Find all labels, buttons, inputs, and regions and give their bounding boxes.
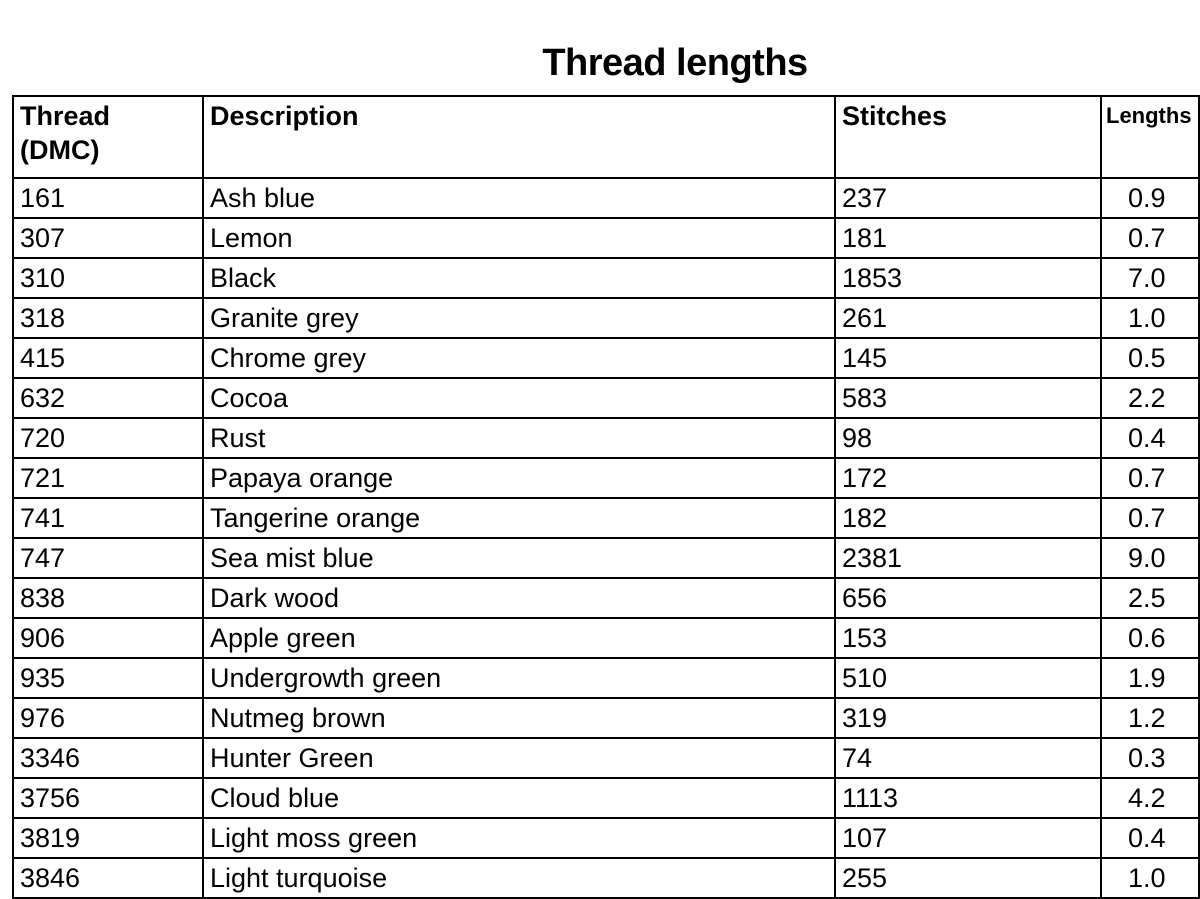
table-row: 906 Apple green 153 0.6	[12, 617, 1200, 659]
header-thread: Thread (DMC)	[12, 95, 204, 179]
thread-cell: 747	[12, 537, 204, 579]
length-cell: 0.4	[1100, 817, 1200, 859]
table-row: 632 Cocoa 583 2.2	[12, 377, 1200, 419]
table-row: 935 Undergrowth green 510 1.9	[12, 657, 1200, 699]
table-row: 161 Ash blue 237 0.9	[12, 177, 1200, 219]
table-row: 3346 Hunter Green 74 0.3	[12, 737, 1200, 779]
thread-cell: 906	[12, 617, 204, 659]
length-cell: 0.9	[1100, 177, 1200, 219]
table-row: 3756 Cloud blue 1113 4.2	[12, 777, 1200, 819]
thread-cell: 721	[12, 457, 204, 499]
length-cell: 2.5	[1100, 577, 1200, 619]
description-cell: Ash blue	[202, 177, 836, 219]
stitches-cell: 255	[834, 857, 1102, 899]
stitches-cell: 510	[834, 657, 1102, 699]
table-row: 415 Chrome grey 145 0.5	[12, 337, 1200, 379]
description-cell: Hunter Green	[202, 737, 836, 779]
description-cell: Lemon	[202, 217, 836, 259]
length-cell: 0.7	[1100, 217, 1200, 259]
thread-cell: 720	[12, 417, 204, 459]
length-cell: 4.2	[1100, 777, 1200, 819]
table-row: 976 Nutmeg brown 319 1.2	[12, 697, 1200, 739]
stitches-cell: 1113	[834, 777, 1102, 819]
length-cell: 9.0	[1100, 537, 1200, 579]
table-row: 721 Papaya orange 172 0.7	[12, 457, 1200, 499]
description-cell: Cocoa	[202, 377, 836, 419]
stitches-cell: 145	[834, 337, 1102, 379]
header-lengths: Lengths	[1100, 95, 1200, 179]
table-row: 3846 Light turquoise 255 1.0	[12, 857, 1200, 899]
description-cell: Cloud blue	[202, 777, 836, 819]
length-cell: 0.7	[1100, 497, 1200, 539]
thread-cell: 3346	[12, 737, 204, 779]
table-row: 747 Sea mist blue 2381 9.0	[12, 537, 1200, 579]
header-stitches: Stitches	[834, 95, 1102, 179]
length-cell: 0.4	[1100, 417, 1200, 459]
thread-cell: 741	[12, 497, 204, 539]
length-cell: 0.5	[1100, 337, 1200, 379]
thread-cell: 935	[12, 657, 204, 699]
table-row: 307 Lemon 181 0.7	[12, 217, 1200, 259]
thread-cell: 3819	[12, 817, 204, 859]
description-cell: Black	[202, 257, 836, 299]
stitches-cell: 656	[834, 577, 1102, 619]
thread-cell: 318	[12, 297, 204, 339]
stitches-cell: 261	[834, 297, 1102, 339]
length-cell: 1.2	[1100, 697, 1200, 739]
thread-cell: 838	[12, 577, 204, 619]
thread-cell: 3846	[12, 857, 204, 899]
table-row: 310 Black 1853 7.0	[12, 257, 1200, 299]
description-cell: Granite grey	[202, 297, 836, 339]
length-cell: 0.6	[1100, 617, 1200, 659]
description-cell: Nutmeg brown	[202, 697, 836, 739]
table-header-row: Thread (DMC) Description Stitches Length…	[12, 95, 1200, 179]
length-cell: 1.0	[1100, 297, 1200, 339]
table-row: 318 Granite grey 261 1.0	[12, 297, 1200, 339]
stitches-cell: 583	[834, 377, 1102, 419]
stitches-cell: 319	[834, 697, 1102, 739]
description-cell: Light moss green	[202, 817, 836, 859]
page-title: Thread lengths	[542, 42, 808, 84]
thread-cell: 976	[12, 697, 204, 739]
description-cell: Tangerine orange	[202, 497, 836, 539]
thread-cell: 3756	[12, 777, 204, 819]
stitches-cell: 181	[834, 217, 1102, 259]
description-cell: Papaya orange	[202, 457, 836, 499]
length-cell: 7.0	[1100, 257, 1200, 299]
header-description: Description	[202, 95, 836, 179]
thread-cell: 161	[12, 177, 204, 219]
description-cell: Light turquoise	[202, 857, 836, 899]
length-cell: 1.9	[1100, 657, 1200, 699]
thread-cell: 415	[12, 337, 204, 379]
description-cell: Rust	[202, 417, 836, 459]
stitches-cell: 74	[834, 737, 1102, 779]
table-row: 720 Rust 98 0.4	[12, 417, 1200, 459]
stitches-cell: 237	[834, 177, 1102, 219]
thread-lengths-table: Thread (DMC) Description Stitches Length…	[12, 95, 1200, 899]
description-cell: Dark wood	[202, 577, 836, 619]
description-cell: Undergrowth green	[202, 657, 836, 699]
table-row: 741 Tangerine orange 182 0.7	[12, 497, 1200, 539]
length-cell: 0.7	[1100, 457, 1200, 499]
table-row: 3819 Light moss green 107 0.4	[12, 817, 1200, 859]
table-row: 838 Dark wood 656 2.5	[12, 577, 1200, 619]
stitches-cell: 172	[834, 457, 1102, 499]
length-cell: 2.2	[1100, 377, 1200, 419]
length-cell: 0.3	[1100, 737, 1200, 779]
thread-cell: 307	[12, 217, 204, 259]
stitches-cell: 98	[834, 417, 1102, 459]
length-cell: 1.0	[1100, 857, 1200, 899]
stitches-cell: 2381	[834, 537, 1102, 579]
stitches-cell: 107	[834, 817, 1102, 859]
stitches-cell: 153	[834, 617, 1102, 659]
stitches-cell: 182	[834, 497, 1102, 539]
stitches-cell: 1853	[834, 257, 1102, 299]
description-cell: Chrome grey	[202, 337, 836, 379]
description-cell: Sea mist blue	[202, 537, 836, 579]
thread-cell: 632	[12, 377, 204, 419]
description-cell: Apple green	[202, 617, 836, 659]
thread-cell: 310	[12, 257, 204, 299]
